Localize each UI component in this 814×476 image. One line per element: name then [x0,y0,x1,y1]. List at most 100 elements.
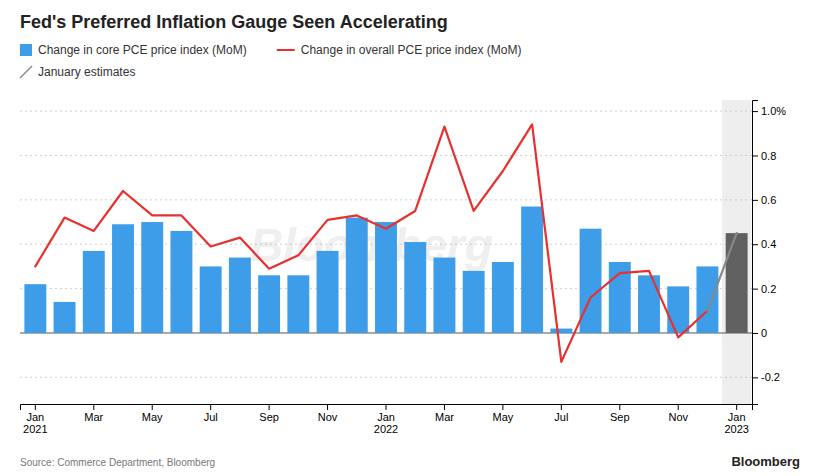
y-tick-label: 0 [761,327,767,339]
x-tick-mark [619,404,620,410]
x-tick: Jan2021 [23,404,47,435]
x-tick-mark [736,404,737,410]
legend-label: January estimates [38,65,135,79]
x-tick-mark [561,404,562,410]
x-axis-line [21,405,753,411]
y-tick-label: 0.6 [761,194,776,206]
title: Fed's Preferred Inflation Gauge Seen Acc… [20,12,448,32]
bar [346,218,368,333]
x-tick: Sep [259,404,279,423]
bar [287,275,309,333]
x-tick-label: Sep [259,411,279,423]
x-tick-label: Jul [554,411,568,423]
x-tick-label: Nov [318,411,338,423]
y-tick-mark [752,111,758,112]
y-axis: -0.2 0 0.2 0.4 0.6 0.8 1.0% [752,101,786,405]
y-tick-label: 0.8 [761,149,776,161]
legend: Change in core PCE price index (MoM) Chan… [20,43,522,79]
legend-label: Change in core PCE price index (MoM) [38,43,247,57]
x-tick-mark [386,404,387,410]
legend-item: Change in core PCE price index (MoM) [20,43,247,57]
line [707,233,736,311]
legend-item: Change in overall PCE price index (MoM) [277,43,522,57]
bar [580,229,602,333]
y-tick-mark [752,289,758,290]
x-tick: Nov [318,404,338,423]
legend-item: January estimates [20,65,135,79]
y-tick-label: 1.0% [761,105,786,117]
x-tick-label: Mar [435,411,454,423]
bar [433,258,455,333]
x-tick-mark [327,404,328,410]
y-tick: -0.2 [752,371,780,383]
chart: Fed's Preferred Inflation Gauge Seen Acc… [0,0,814,476]
x-tick-mark [269,404,270,410]
legend-swatch [20,44,32,56]
bar [200,266,222,333]
grid-line [20,199,752,200]
bar [317,251,339,333]
y-tick: 0 [752,327,767,339]
y-tick-mark [752,333,758,334]
legend-label: Change in overall PCE price index (MoM) [301,43,522,57]
bar [258,275,280,333]
bar [696,266,718,333]
x-tick-mark [210,404,211,410]
legend-swatch [20,66,32,78]
bar [141,222,163,333]
bar [54,302,76,333]
bar [375,222,397,333]
line [35,124,707,361]
y-tick-mark [752,155,758,156]
x-tick-mark [444,404,445,410]
x-tick: Jan2022 [374,404,398,435]
x-tick: Sep [610,404,630,423]
y-tick-mark [752,200,758,201]
grid-line [20,377,752,378]
marks [24,124,747,361]
bar [83,251,105,333]
x-tick-label: Nov [668,411,688,423]
y-tick-mark [752,377,758,378]
bar [170,231,192,333]
grid-line [20,155,752,156]
bar [229,258,251,333]
grid [20,111,752,377]
y-tick: 1.0% [752,105,786,117]
x-tick-label: Jan2023 [724,411,748,436]
x-tick-label: Mar [84,411,103,423]
x-tick-mark [152,404,153,410]
bar [521,207,543,333]
x-tick-mark [678,404,679,410]
x-tick: May [492,404,513,423]
y-tick: 0.4 [752,238,776,250]
bar [726,233,748,333]
x-tick: May [142,404,163,423]
x-tick: Jul [554,404,568,423]
bar [667,286,689,333]
y-axis-line [753,101,759,405]
y-tick-label: -0.2 [761,371,780,383]
x-axis: Jan2021 Mar May Jul Sep Nov Jan2022 Mar May Jul Se… [21,404,753,435]
x-tick-label: Jul [204,411,218,423]
x-tick-label: Jan2022 [374,411,398,436]
y-tick: 0.8 [752,149,776,161]
x-tick: Mar [435,404,454,423]
y-tick: 0.6 [752,194,776,206]
legend-swatch [277,49,295,51]
y-tick-label: 0.2 [761,283,776,295]
x-tick-label: May [492,411,513,423]
bar [550,329,572,333]
x-tick-label: Jan2021 [23,411,47,436]
source: Source: Commerce Department, Bloomberg [20,457,215,468]
y-tick: 0.2 [752,283,776,295]
grid-line [20,111,752,112]
x-tick-mark [35,404,36,410]
y-tick-label: 0.4 [761,238,776,250]
x-tick: Jan2023 [724,404,748,435]
watermark: Bloomberg [250,219,493,271]
plot: Bloomberg Jan2021 Mar May Jul Sep Nov Jan2022 Ma… [20,100,786,435]
brand: Bloomberg [731,454,800,469]
x-tick-mark [502,404,503,410]
bar [638,275,660,333]
